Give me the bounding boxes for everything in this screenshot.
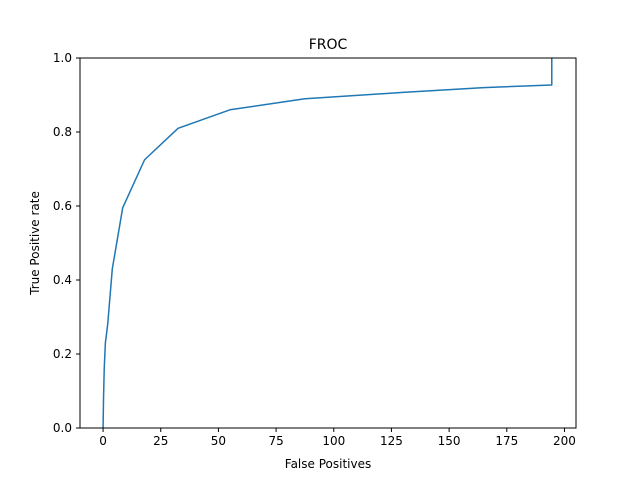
x-tick-label: 125 bbox=[380, 434, 403, 448]
x-tick-label: 0 bbox=[99, 434, 107, 448]
series-layer bbox=[102, 58, 553, 429]
y-tick-label: 0.2 bbox=[53, 347, 72, 361]
x-axis-ticks: 0 25 50 75 100 125 150 175 200 bbox=[99, 428, 576, 448]
plot-area bbox=[80, 58, 576, 428]
chart-title: FROC bbox=[309, 37, 348, 53]
x-tick-label: 200 bbox=[553, 434, 576, 448]
plot-frame bbox=[79, 57, 577, 429]
y-tick-label: 0.0 bbox=[53, 421, 72, 435]
x-tick-label: 150 bbox=[438, 434, 461, 448]
x-tick-label: 175 bbox=[495, 434, 518, 448]
y-tick-label: 0.8 bbox=[53, 125, 72, 139]
y-axis-label: True Positive rate bbox=[28, 191, 42, 296]
froc-curve-line bbox=[102, 58, 553, 429]
y-tick-label: 0.6 bbox=[53, 199, 72, 213]
y-tick-label: 0.4 bbox=[53, 273, 72, 287]
x-axis-label: False Positives bbox=[285, 457, 371, 471]
x-tick-label: 50 bbox=[211, 434, 226, 448]
y-tick-label: 1.0 bbox=[53, 51, 72, 65]
x-tick-label: 75 bbox=[268, 434, 283, 448]
x-tick-label: 100 bbox=[322, 434, 345, 448]
x-tick-label: 25 bbox=[153, 434, 168, 448]
y-axis-ticks: 0.0 0.2 0.4 0.6 0.8 1.0 bbox=[53, 51, 80, 435]
